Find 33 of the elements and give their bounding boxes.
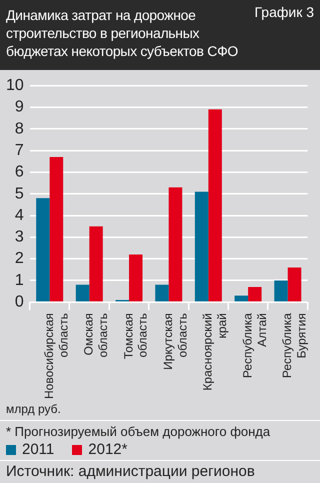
- bar: [288, 267, 302, 302]
- bar: [168, 187, 182, 302]
- text: * Прогнозируемый объем дорожного фонда: [5, 423, 272, 439]
- bar: [89, 226, 103, 302]
- bar: [36, 198, 50, 302]
- bar: [274, 280, 288, 302]
- y-tick-label: 8: [14, 120, 24, 138]
- bar: [76, 284, 90, 302]
- bar: [234, 296, 248, 302]
- x-tick-label: Новосибирская область: [42, 313, 70, 400]
- text: График 3: [254, 4, 314, 20]
- text: Источник: администрации регионов: [5, 462, 256, 482]
- y-tick-label: 4: [14, 206, 24, 224]
- y-tick-label: 3: [14, 228, 24, 246]
- bar: [208, 109, 222, 302]
- bar: [194, 192, 208, 302]
- legend-label: 2012*: [87, 441, 128, 458]
- y-tick-label: 0: [14, 294, 24, 311]
- chart-title: Динамика затрат на дорожное строительство в региональных бюджетах некоторых субъектов СФО: [6, 7, 238, 59]
- y-tick-label: 9: [14, 98, 24, 116]
- x-tick-label: Республика Бурятия: [280, 312, 308, 378]
- bar: [155, 284, 169, 302]
- legend-label: 2011: [21, 441, 54, 458]
- y-tick-label: 1: [14, 272, 24, 289]
- bar: [248, 286, 262, 302]
- y-tick-label: 2: [14, 250, 24, 268]
- bar: [129, 254, 143, 302]
- y-tick-label: 6: [14, 164, 24, 181]
- bar: [50, 157, 64, 302]
- y-tick-label: 10: [6, 77, 24, 94]
- y-tick-label: 5: [14, 185, 24, 202]
- y-tick-label: 7: [14, 142, 24, 159]
- y-axis-title: млрд руб.: [5, 402, 62, 418]
